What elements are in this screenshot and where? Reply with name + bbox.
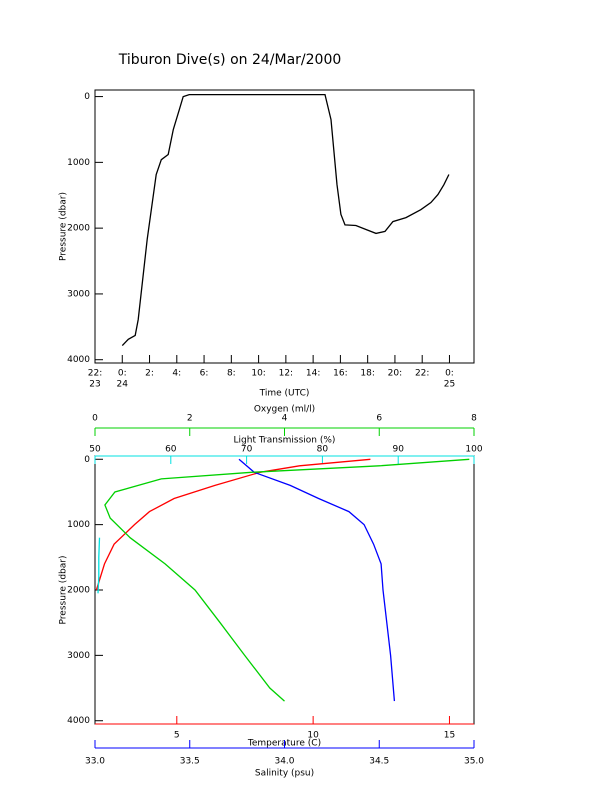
x-tick-label: 34.0 — [274, 757, 294, 767]
x-tick-label: 50 — [89, 445, 101, 455]
y-axis-label: Pressure (dbar) — [59, 556, 69, 625]
y-tick-label: 4000 — [67, 355, 90, 365]
x-tick-label: 20: — [388, 369, 402, 379]
y-tick-label: 2000 — [67, 586, 90, 596]
x-tick-label: 33.5 — [180, 757, 200, 767]
x-tick-label: 16: — [333, 369, 347, 379]
plot-frame — [94, 89, 475, 364]
x-tick-label: 4: — [172, 369, 181, 379]
x-tick-label: 6 — [376, 414, 382, 424]
x-tick-label: 4 — [282, 414, 288, 424]
x-tick-label: 15 — [444, 731, 455, 741]
series-line — [121, 93, 450, 347]
profile-line — [97, 537, 101, 594]
x-tick-label: 0: — [445, 369, 454, 379]
x-tick-label: 22: — [88, 369, 102, 379]
x-tick-label: 22: — [415, 369, 429, 379]
y-tick-label: 0 — [84, 92, 90, 102]
x-tick-date: 25 — [444, 380, 455, 390]
x-axis-label: Light Transmission (%) — [234, 436, 336, 446]
x-axis-label: Oxygen (ml/l) — [254, 405, 315, 415]
x-tick-label: 90 — [392, 445, 404, 455]
x-tick-date: 24 — [117, 380, 129, 390]
x-tick-label: 60 — [165, 445, 177, 455]
y-tick-label: 1000 — [67, 520, 90, 530]
y-tick-label: 3000 — [67, 651, 90, 661]
x-tick-label: 0 — [92, 414, 98, 424]
y-tick-label: 4000 — [67, 716, 90, 726]
y-tick-label: 2000 — [67, 224, 90, 234]
x-tick-label: 35.0 — [464, 757, 484, 767]
x-tick-label: 14: — [306, 369, 320, 379]
x-tick-label: 10: — [251, 369, 265, 379]
x-tick-label: 33.0 — [85, 757, 105, 767]
x-tick-label: 8: — [227, 369, 236, 379]
profile-line — [238, 458, 396, 702]
y-tick-label: 1000 — [67, 158, 90, 168]
y-tick-label: 0 — [84, 455, 90, 465]
plot-frame — [94, 455, 475, 725]
x-tick-label: 5 — [174, 731, 180, 741]
y-axis-label: Pressure (dbar) — [59, 192, 69, 261]
x-tick-label: 100 — [465, 445, 482, 455]
profile-line — [104, 458, 470, 702]
x-tick-label: 2: — [145, 369, 154, 379]
x-tick-label: 12: — [279, 369, 293, 379]
x-tick-label: 2 — [187, 414, 193, 424]
x-tick-label: 10 — [307, 731, 319, 741]
x-tick-label: 80 — [317, 445, 329, 455]
chart-title: Tiburon Dive(s) on 24/Mar/2000 — [118, 52, 342, 68]
x-axis-label: Time (UTC) — [259, 389, 310, 399]
x-tick-label: 6: — [200, 369, 209, 379]
x-tick-label: 34.5 — [369, 757, 389, 767]
x-tick-label: 8 — [471, 414, 477, 424]
x-axis-label: Salinity (psu) — [255, 769, 314, 779]
profile-line — [95, 458, 371, 591]
x-tick-label: 18: — [360, 369, 374, 379]
y-tick-label: 3000 — [67, 289, 90, 299]
x-tick-label: 70 — [241, 445, 253, 455]
x-tick-label: 0: — [118, 369, 127, 379]
x-tick-date: 23 — [89, 380, 100, 390]
